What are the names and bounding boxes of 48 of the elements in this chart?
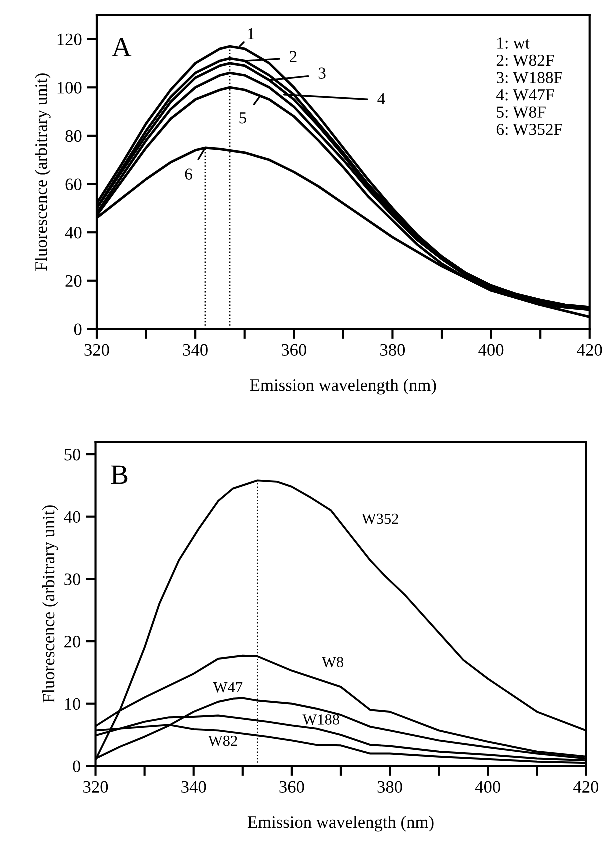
x-axis-title: Emission wavelength (nm) <box>250 378 436 395</box>
y-tick-label: 100 <box>58 82 82 94</box>
annotation: 1 <box>248 28 254 40</box>
y-axis-title: Fluorescence (arbitrary unit) <box>35 74 51 271</box>
y-tick-label: 10 <box>65 698 81 710</box>
y-tick-label: 30 <box>64 574 81 586</box>
x-tick-label: 400 <box>475 781 500 794</box>
x-tick-label: 340 <box>183 344 208 356</box>
y-tick-label: 80 <box>66 130 82 142</box>
annotation: 1: wt <box>498 38 530 49</box>
annotation: 4: W47F <box>496 90 554 101</box>
y-tick-label: 60 <box>66 178 82 190</box>
y-tick-label: 20 <box>66 275 82 288</box>
series-label: W47 <box>213 682 243 693</box>
x-tick-label: 320 <box>84 781 108 794</box>
x-tick-label: 340 <box>182 781 206 794</box>
annotation: 5 <box>240 112 246 124</box>
x-tick-label: 380 <box>380 344 406 356</box>
y-axis-title: Fluorescence (arbitrary unit) <box>42 506 58 703</box>
series-label: W82 <box>208 736 238 746</box>
annotation: 3 <box>318 68 326 79</box>
y-tick-label: 50 <box>64 448 81 461</box>
y-tick-label: 0 <box>73 760 81 772</box>
x-tick-label: 380 <box>378 781 402 794</box>
y-tick-label: 40 <box>64 511 81 524</box>
annotation: 6 <box>185 168 192 180</box>
y-tick-label: 120 <box>58 34 82 46</box>
x-tick-label: 360 <box>282 344 306 356</box>
x-tick-label: 320 <box>84 344 110 356</box>
text: A <box>112 38 132 56</box>
x-tick-label: 420 <box>574 781 599 794</box>
x-tick-label: 360 <box>280 781 304 794</box>
series-label: W8 <box>322 657 344 668</box>
series-label: W188 <box>302 714 340 725</box>
y-tick-label: 40 <box>65 227 82 239</box>
annotation: 6: W352F <box>496 124 562 136</box>
annotation: 2: W82F <box>496 54 554 66</box>
x-axis-title: Emission wavelength (nm) <box>248 816 434 832</box>
text: B <box>111 466 128 484</box>
y-tick-label: 0 <box>74 324 82 336</box>
series-label: W352 <box>362 514 398 524</box>
annotation: 5: W8F <box>497 106 546 118</box>
y-tick-label: 20 <box>64 636 81 648</box>
annotation: 3: W188F <box>497 72 562 84</box>
x-tick-label: 420 <box>577 344 602 356</box>
annotation: 2 <box>290 51 297 62</box>
x-tick-label: 400 <box>478 344 504 356</box>
annotation: 4 <box>378 93 386 104</box>
